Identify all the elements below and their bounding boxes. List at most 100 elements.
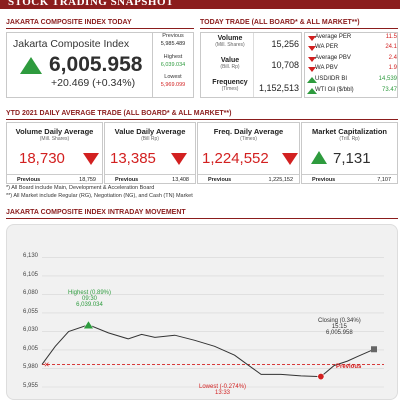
down-arrow-icon xyxy=(83,153,99,165)
divider xyxy=(253,33,254,97)
indicator-label: WA PBV xyxy=(315,65,338,71)
closing-annotation-line: Closing (0.34%) xyxy=(318,318,361,324)
indicator-value: 24.1 xyxy=(385,44,397,50)
indicator-value: 14,539 xyxy=(378,76,397,82)
lowest-point-marker xyxy=(317,373,325,381)
lowest-cell: Lowest 5,969.099 xyxy=(154,74,192,88)
highest-annotation-line: 09:30 xyxy=(82,296,98,302)
previous-cell: Previous 5,985.489 xyxy=(154,33,192,47)
frequency-label: Frequency (Times) xyxy=(201,79,259,92)
footnote: *) All Board include Main, Development &… xyxy=(6,185,155,191)
indicator-value: 73.47 xyxy=(381,87,397,93)
value-unit: (Bill. Rp) xyxy=(220,64,240,70)
down-arrow-icon xyxy=(308,36,316,41)
previous-value: 1,225,152 xyxy=(268,177,293,183)
indicator-value: 11.5 xyxy=(385,34,397,40)
ytd-card-volume: Volume Daily Average (Mill. Shares) 18,7… xyxy=(6,122,103,184)
value-value: 10,708 xyxy=(271,60,299,70)
up-arrow-icon xyxy=(307,88,317,94)
ytd-card-title: Market Capitalization xyxy=(311,127,387,136)
ytd-section-title: YTD 2021 DAILY AVERAGE TRADE (ALL BOARD*… xyxy=(6,110,232,117)
ytd-card-value: 13,385 xyxy=(110,150,156,167)
ytd-card-previous: Previous 13,408 xyxy=(105,174,195,184)
lowest-value: 5,969.099 xyxy=(160,82,186,88)
volume-value: 15,256 xyxy=(271,39,299,49)
ytd-card-unit: (Mill. Shares) xyxy=(39,136,70,142)
lowest-annotation-line: Lowest (-0.274%) xyxy=(199,384,247,390)
today-trade-table: Volume (Mill. Shares) 15,256 Value (Bill… xyxy=(200,32,302,98)
previous-label: Previous xyxy=(17,177,41,183)
previous-value: 18,759 xyxy=(79,177,96,183)
closing-annotation-line: 15:15 xyxy=(331,324,347,330)
highest-value: 6,039.034 xyxy=(160,62,186,68)
intraday-section-title: JAKARTA COMPOSITE INDEX INTRADAY MOVEMEN… xyxy=(6,209,186,216)
ytd-card-unit: (Trill. Rp) xyxy=(339,136,360,142)
ytd-card-value: 18,730 xyxy=(19,150,65,167)
up-arrow-icon xyxy=(307,77,317,83)
indicator-row: WA PER 24.1 xyxy=(305,43,399,53)
ytd-card-unit: (Times) xyxy=(240,136,257,142)
down-arrow-icon xyxy=(308,57,316,62)
ytd-card-value: 7,131 xyxy=(333,150,371,167)
up-arrow-icon xyxy=(311,151,327,164)
lowest-label: Lowest xyxy=(164,74,182,80)
indicator-label: Average PER xyxy=(315,34,352,40)
frequency-label-text: Frequency xyxy=(212,79,248,86)
closing-annotation-line: 6,005.958 xyxy=(325,330,353,336)
value-label-text: Value xyxy=(220,57,240,64)
indicator-row: WA PBV 1.9 xyxy=(305,64,399,74)
previous-value: 7,107 xyxy=(377,177,391,183)
closing-point-marker xyxy=(371,346,377,353)
composite-value: 6,005.958 xyxy=(49,53,143,76)
indicator-row: Average PBV 2.4 xyxy=(305,54,399,64)
up-arrow-icon xyxy=(20,57,42,74)
y-tick-label: 6,105 xyxy=(22,271,38,278)
volume-label: Volume (Mill. Shares) xyxy=(201,35,259,48)
highest-annotation-line: Highest (0.89%) xyxy=(68,290,112,296)
ytd-card-frequency: Freq. Daily Average (Times) 1,224,552 Pr… xyxy=(197,122,300,184)
previous-value: 5,985.489 xyxy=(160,41,186,47)
ytd-card-title: Volume Daily Average xyxy=(15,127,94,136)
highest-point-marker xyxy=(83,320,94,330)
divider xyxy=(6,218,398,219)
indicators-table xyxy=(304,32,398,98)
composite-section-title: JAKARTA COMPOSITE INDEX TODAY xyxy=(6,19,132,26)
footnote: **) All Market include Regular (RG), Neg… xyxy=(6,193,193,199)
down-arrow-icon xyxy=(308,46,316,51)
indicator-row: Average PER 11.5 xyxy=(305,33,399,43)
ytd-card-value: Value Daily Average (Bill Rp) 13,385 Pre… xyxy=(104,122,196,184)
indicator-label: WTI Oil ($/bbl) xyxy=(315,87,354,93)
previous-label: Previous xyxy=(162,33,184,39)
divider xyxy=(6,28,194,29)
today-trade-section-title: TODAY TRADE (ALL BOARD* & ALL MARKET**) xyxy=(200,19,360,26)
value-label: Value (Bill. Rp) xyxy=(201,57,259,70)
lowest-annotation: Lowest (-0.274%) 13:33 xyxy=(199,384,246,396)
lowest-annotation-line: 13:33 xyxy=(215,390,231,396)
volume-label-text: Volume xyxy=(217,35,243,42)
ytd-card-previous: Previous 1,225,152 xyxy=(198,174,299,184)
ytd-card-market-cap: Market Capitalization (Trill. Rp) 7,131 … xyxy=(301,122,398,184)
divider xyxy=(6,119,398,120)
ytd-card-previous: Previous 18,759 xyxy=(7,174,102,184)
previous-line-label: Previous xyxy=(336,364,362,370)
previous-label: Previous xyxy=(208,177,232,183)
previous-label: Previous xyxy=(312,177,336,183)
y-tick-label: 6,055 xyxy=(22,308,38,315)
ytd-card-title: Value Daily Average xyxy=(114,127,186,136)
ytd-card-previous: Previous 7,107 xyxy=(302,174,397,184)
start-marker: × xyxy=(44,359,49,369)
indicator-label: Average PBV xyxy=(315,55,351,61)
y-tick-label: 6,130 xyxy=(22,253,38,260)
frequency-unit: (Times) xyxy=(221,86,239,92)
intraday-chart-panel xyxy=(6,224,398,400)
indicator-label: USD/IDR BI xyxy=(315,76,348,82)
down-arrow-icon xyxy=(308,67,316,72)
composite-card: Jakarta Composite Index 6,005.958 +20.46… xyxy=(6,32,194,98)
ytd-card-title: Freq. Daily Average xyxy=(213,127,284,136)
composite-name: Jakarta Composite Index xyxy=(13,38,130,50)
down-arrow-icon xyxy=(171,153,187,165)
highest-label: Highest xyxy=(163,54,183,60)
down-arrow-icon xyxy=(282,153,298,165)
indicator-value: 2.4 xyxy=(388,55,397,61)
